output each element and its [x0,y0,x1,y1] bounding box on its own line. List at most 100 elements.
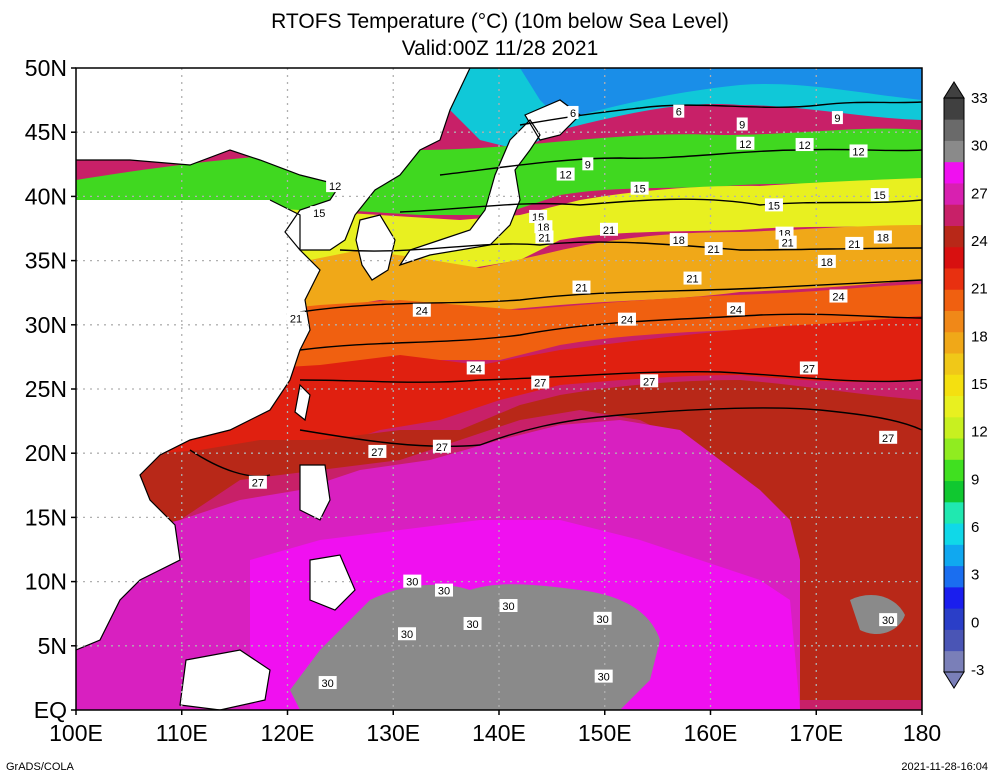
contour-label-text: 21 [708,244,720,256]
contour-label: 24 [617,312,636,327]
contour-label-text: 15 [874,190,886,202]
contour-label: 18 [669,233,688,247]
contour-label: 27 [799,361,818,375]
lat-tick-label: 35N [25,248,67,274]
lon-tick-label: 130E [366,720,420,746]
contour-label: 12 [556,167,575,182]
lat-tick-label: 20N [25,440,67,466]
contour-label-text: 21 [290,313,302,325]
colorbar-swatch [944,438,964,460]
contour-label: 27 [432,439,451,454]
contour-label: 15 [870,188,889,202]
contour-label: 6 [567,105,579,120]
contour-label-text: 30 [406,577,418,589]
contour-label: 9 [736,117,748,131]
contour-label: 27 [368,444,387,459]
contour-label-text: 15 [768,200,780,212]
contour-label: 12 [326,179,345,193]
lat-tick-label: 40N [25,183,67,209]
contour-label-text: 30 [598,672,610,684]
colorbar-label: 3 [971,567,979,584]
colorbar-label: 12 [971,424,988,441]
colorbar-label: 18 [971,328,988,345]
contour-label-text: 24 [832,292,844,304]
contour-label: 24 [466,361,485,375]
contour-label-text: 21 [782,238,794,250]
contour-label: 12 [849,144,868,158]
contour-label: 21 [286,311,305,325]
contour-label: 21 [845,236,864,251]
contour-label-text: 24 [730,304,742,316]
contour-label-text: 9 [585,159,591,171]
contour-label: 30 [463,616,482,631]
contour-label-text: 27 [643,376,655,388]
contour-label-text: 27 [882,433,894,445]
contour-label: 9 [831,111,843,125]
colorbar-swatch [944,629,964,652]
contour-label: 18 [817,254,836,269]
contour-label-text: 30 [401,629,413,641]
contour-label-text: 27 [371,447,383,459]
contour-label-text: 9 [739,119,745,131]
contour-label: 15 [310,206,329,220]
colorbar: -3 0 3 6 9 12 15 18 21 24 27 30 33 [943,81,988,689]
lon-tick-label: 160E [684,720,738,746]
contour-label: 24 [412,303,431,318]
lat-tick-label: 30N [25,312,67,338]
contour-label-text: 21 [575,283,587,295]
contour-label-text: 30 [882,615,894,627]
contour-label-text: 15 [313,208,325,220]
contour-label-text: 9 [834,113,840,125]
lon-tick-label: 140E [472,720,526,746]
contour-label: 12 [795,138,814,152]
lon-tick-label: 110E [156,720,208,746]
colorbar-swatch [944,395,964,418]
colorbar-swatch [944,586,964,609]
contour-label-text: 12 [739,139,751,151]
colorbar-label: 30 [971,138,988,155]
lon-tick-label: 180 [903,720,941,746]
contour-label-text: 12 [852,146,864,158]
contour-label: 30 [318,676,337,690]
contour-label-text: 30 [597,614,609,626]
colorbar-label: 15 [971,376,988,393]
contour-label: 27 [531,375,550,390]
colorbar-label: -3 [971,662,984,679]
lat-tick-label: 10N [25,569,67,595]
contour-label: 21 [778,235,797,250]
colorbar-min-arrow [943,671,965,689]
contour-label: 30 [403,574,422,589]
map-title: RTOFS Temperature (°C) (10m below Sea Le… [271,10,729,33]
colorbar-swatch [944,183,964,205]
contour-label: 27 [248,475,267,490]
contour-label: 30 [397,627,416,641]
colorbar-label: 33 [971,90,988,107]
contour-label-text: 30 [322,678,334,690]
contour-label: 30 [594,669,613,684]
lon-tick-label: 120E [261,720,315,746]
contour-label-text: 24 [621,315,633,327]
contour-label: 30 [879,613,898,627]
colorbar-swatch [944,331,964,354]
lat-tick-label: 5N [38,633,67,659]
contour-label: 30 [435,583,454,598]
lat-tick-label: EQ [34,697,67,723]
contour-label-text: 6 [570,108,576,120]
colorbar-swatch [944,544,964,567]
contour-label-text: 24 [470,363,482,375]
colorbar-swatch [944,225,964,248]
contour-label-text: 18 [877,232,889,244]
contour-label-text: 21 [538,232,550,244]
colorbar-max-arrow [943,81,965,99]
contour-label-text: 21 [603,225,615,237]
lat-tick-label: 25N [25,376,67,402]
lat-tick-label: 15N [25,504,67,530]
contour-label-text: 30 [502,601,514,613]
contour-label-text: 21 [848,239,860,251]
colorbar-swatch [944,246,964,269]
lat-tick-label: 50N [25,55,67,81]
contour-label: 15 [630,181,649,196]
colorbar-swatch [944,140,964,163]
contour-label-text: 27 [252,478,264,490]
